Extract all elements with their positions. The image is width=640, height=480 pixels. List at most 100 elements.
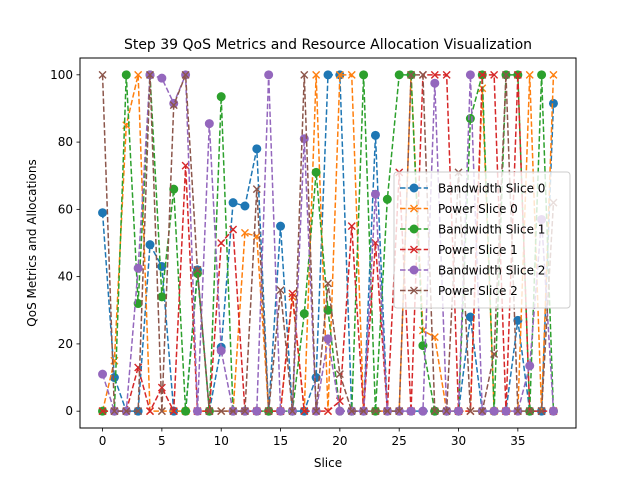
data-point	[121, 70, 131, 80]
data-point	[192, 406, 202, 416]
legend: Bandwidth Slice 0 Power Slice 0 Bandwidth …	[393, 171, 571, 309]
data-point	[501, 70, 510, 79]
data-point	[133, 263, 143, 273]
data-point	[324, 407, 332, 416]
data-point	[169, 101, 178, 110]
data-point	[513, 315, 523, 325]
data-point	[181, 70, 190, 79]
data-point	[466, 407, 475, 416]
data-point	[216, 92, 226, 102]
data-point	[205, 407, 214, 416]
data-point	[430, 70, 439, 79]
data-point	[335, 406, 345, 416]
legend-label: Bandwidth Slice 0	[438, 182, 545, 196]
data-point	[181, 406, 191, 416]
data-point	[157, 73, 167, 83]
data-point	[347, 70, 356, 79]
legend-entry: Power Slice 0	[400, 202, 518, 216]
data-point	[288, 407, 297, 416]
data-point	[264, 70, 274, 80]
data-point	[478, 407, 487, 416]
data-point	[490, 70, 499, 79]
data-point	[157, 383, 166, 392]
data-point	[299, 309, 309, 319]
data-point	[252, 406, 262, 416]
x-axis-label: Slice	[314, 456, 342, 470]
y-tick-label: 100	[50, 68, 73, 82]
x-tick-label: 10	[214, 434, 229, 448]
y-tick-label: 40	[58, 270, 73, 284]
data-point	[465, 114, 475, 124]
legend-marker	[409, 224, 419, 234]
data-point	[240, 407, 249, 416]
x-tick-label: 15	[273, 434, 288, 448]
data-point	[442, 407, 451, 416]
data-point	[430, 78, 440, 88]
data-point	[169, 184, 179, 194]
data-point	[229, 407, 238, 416]
legend-label: Bandwidth Slice 1	[438, 223, 545, 237]
data-point	[145, 240, 155, 250]
data-point	[193, 265, 202, 274]
data-point	[323, 334, 333, 344]
data-point	[347, 407, 356, 416]
legend-entry: Bandwidth Slice 1	[400, 223, 545, 237]
legend-marker	[410, 286, 418, 295]
data-point	[98, 208, 108, 218]
data-point	[548, 98, 558, 108]
data-point	[300, 407, 309, 416]
data-point	[157, 292, 167, 302]
axes-frame	[79, 57, 577, 429]
data-point	[98, 70, 107, 79]
x-tick-label: 0	[99, 434, 107, 448]
data-point	[418, 406, 428, 416]
data-point	[454, 406, 464, 416]
data-point	[347, 222, 356, 231]
data-point	[157, 407, 166, 416]
legend-marker	[410, 204, 418, 213]
data-point	[228, 198, 238, 208]
data-point	[240, 228, 249, 237]
data-point	[537, 70, 547, 80]
legend-marker	[409, 265, 419, 275]
data-point	[288, 289, 297, 298]
data-point	[181, 161, 190, 170]
x-tick-label: 35	[510, 434, 525, 448]
data-point	[430, 407, 439, 416]
y-axis-ticks: 0 20 40 60 80 100	[50, 68, 80, 418]
data-point	[252, 144, 262, 154]
data-point	[229, 225, 238, 234]
data-point	[300, 70, 309, 79]
data-point	[216, 346, 226, 356]
data-point	[395, 407, 404, 416]
y-tick-label: 60	[58, 202, 73, 216]
data-point	[134, 70, 143, 79]
data-point	[501, 406, 511, 416]
y-tick-label: 80	[58, 135, 73, 149]
y-axis-label: QoS Metrics and Allocations	[25, 159, 39, 326]
legend-box	[393, 171, 571, 309]
data-point	[324, 279, 332, 288]
legend-label: Power Slice 1	[438, 243, 518, 257]
x-tick-label: 30	[451, 434, 466, 448]
data-point	[146, 407, 155, 416]
data-point	[264, 407, 273, 416]
legend-entry: Power Slice 2	[400, 284, 518, 298]
data-point	[312, 70, 321, 79]
data-point	[169, 407, 178, 416]
data-point	[276, 221, 286, 231]
data-point	[382, 194, 392, 204]
data-point	[335, 370, 344, 379]
plot-area	[79, 57, 577, 429]
data-point	[217, 239, 226, 247]
data-point	[122, 407, 131, 416]
data-point	[252, 185, 261, 194]
data-point	[359, 70, 369, 80]
legend-entry: Bandwidth Slice 0	[400, 182, 545, 196]
x-tick-label: 5	[158, 434, 166, 448]
y-tick-label: 0	[65, 404, 73, 418]
data-point	[418, 70, 427, 79]
data-point	[407, 70, 416, 79]
data-point	[359, 407, 368, 416]
data-point	[394, 70, 404, 80]
